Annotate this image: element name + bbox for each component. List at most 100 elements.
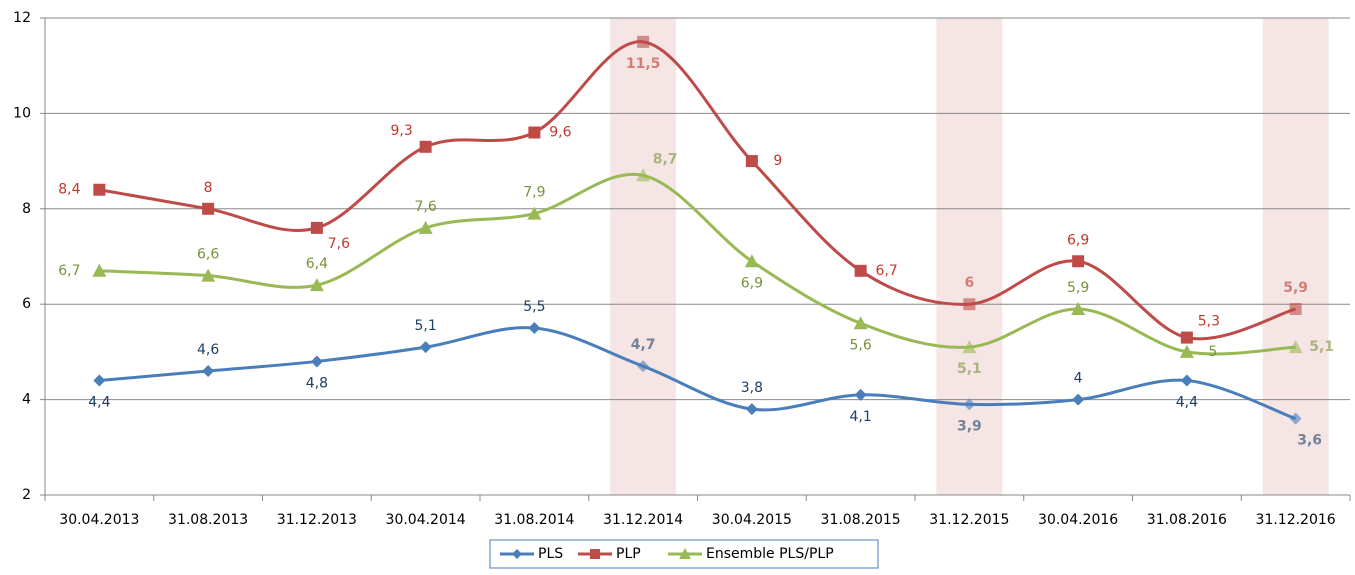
y-tick-label: 10 [13,105,31,121]
legend-label: PLS [538,546,563,562]
x-tick-label: 30.04.2015 [712,512,792,528]
data-label: 5,5 [523,299,545,315]
data-label: 5,9 [1283,280,1308,296]
x-tick-label: 31.08.2013 [168,512,248,528]
point [745,155,758,168]
data-label: 8 [204,180,213,196]
data-label: 4,7 [631,337,656,353]
point [309,278,324,292]
data-label: 6,6 [197,247,219,263]
data-label: 9,3 [390,123,412,139]
data-label: 6,7 [58,263,80,279]
data-label: 7,9 [523,185,545,201]
point [527,206,542,220]
point [1180,331,1193,344]
data-label: 4,4 [1176,395,1198,411]
legend-marker [679,548,691,559]
data-label: 9,6 [549,124,571,140]
data-label: 5,9 [1067,280,1089,296]
data-label: 5,1 [1309,339,1334,355]
data-label: 6,9 [741,275,763,291]
point [637,35,650,48]
data-label: 8,4 [58,182,80,198]
point [745,403,758,416]
point [962,340,977,354]
y-tick-label: 8 [22,201,31,217]
point [744,254,759,268]
point [1288,340,1303,354]
y-tick-label: 4 [22,392,31,408]
point [310,221,323,234]
point [854,388,867,401]
point [854,264,867,277]
data-label: 9 [773,153,782,169]
data-label: 4,4 [88,395,110,411]
x-tick-label: 31.12.2013 [277,512,357,528]
point [310,355,323,368]
point [1071,301,1086,315]
point [92,263,107,277]
point [93,183,106,196]
point [1072,255,1085,268]
x-tick-label: 30.04.2013 [59,512,139,528]
series-line [99,40,1297,341]
data-label: 3,6 [1297,433,1322,449]
data-label: 4 [1074,371,1083,387]
data-label: 3,9 [957,418,982,434]
legend-marker [590,549,600,559]
x-tick-label: 31.12.2016 [1256,512,1336,528]
data-label: 4,6 [197,342,219,358]
point [963,398,976,411]
x-tick-label: 31.12.2015 [929,512,1009,528]
point [528,322,541,335]
point [963,298,976,311]
x-tick-label: 30.04.2014 [386,512,466,528]
data-label: 7,6 [328,236,350,252]
series-line [99,172,1296,356]
data-label: 6,4 [306,256,328,272]
x-tick-label: 31.12.2014 [603,512,683,528]
data-label: 4,1 [849,409,871,425]
data-label: 5,3 [1198,314,1220,330]
highlight-band [936,18,1003,495]
point [202,202,215,215]
point [636,168,651,182]
point [637,360,650,373]
legend: PLS PLP Ensemble PLS/PLP [489,539,879,569]
y-tick-label: 6 [22,296,31,312]
legend-label: Ensemble PLS/PLP [706,546,834,562]
point [1289,412,1302,425]
data-label: 5,1 [414,318,436,334]
data-label: 6,9 [1067,232,1089,248]
point [202,364,215,377]
data-label: 5,6 [849,337,871,353]
data-label: 7,6 [414,199,436,215]
data-label: 5,1 [957,361,982,377]
point [853,316,868,330]
x-tick-label: 30.04.2016 [1038,512,1118,528]
data-label: 4,8 [306,375,328,391]
y-tick-label: 2 [22,487,31,503]
point [1179,344,1194,358]
x-tick-label: 31.08.2016 [1147,512,1227,528]
data-label: 6 [965,275,975,291]
point [419,140,432,153]
legend-marker [512,549,522,559]
data-label: 6,7 [875,263,897,279]
y-tick-label: 12 [13,10,31,26]
point [1180,374,1193,387]
point [419,341,432,354]
legend-label: PLP [616,546,641,562]
data-label: 3,8 [741,380,763,396]
point [1072,393,1085,406]
data-label: 5 [1208,344,1217,360]
x-tick-label: 31.08.2015 [821,512,901,528]
point [528,126,541,139]
highlight-band [610,18,677,495]
point [418,220,433,234]
point [1289,302,1302,315]
x-tick-label: 31.08.2014 [494,512,574,528]
data-label: 8,7 [653,151,678,167]
point [201,268,216,282]
